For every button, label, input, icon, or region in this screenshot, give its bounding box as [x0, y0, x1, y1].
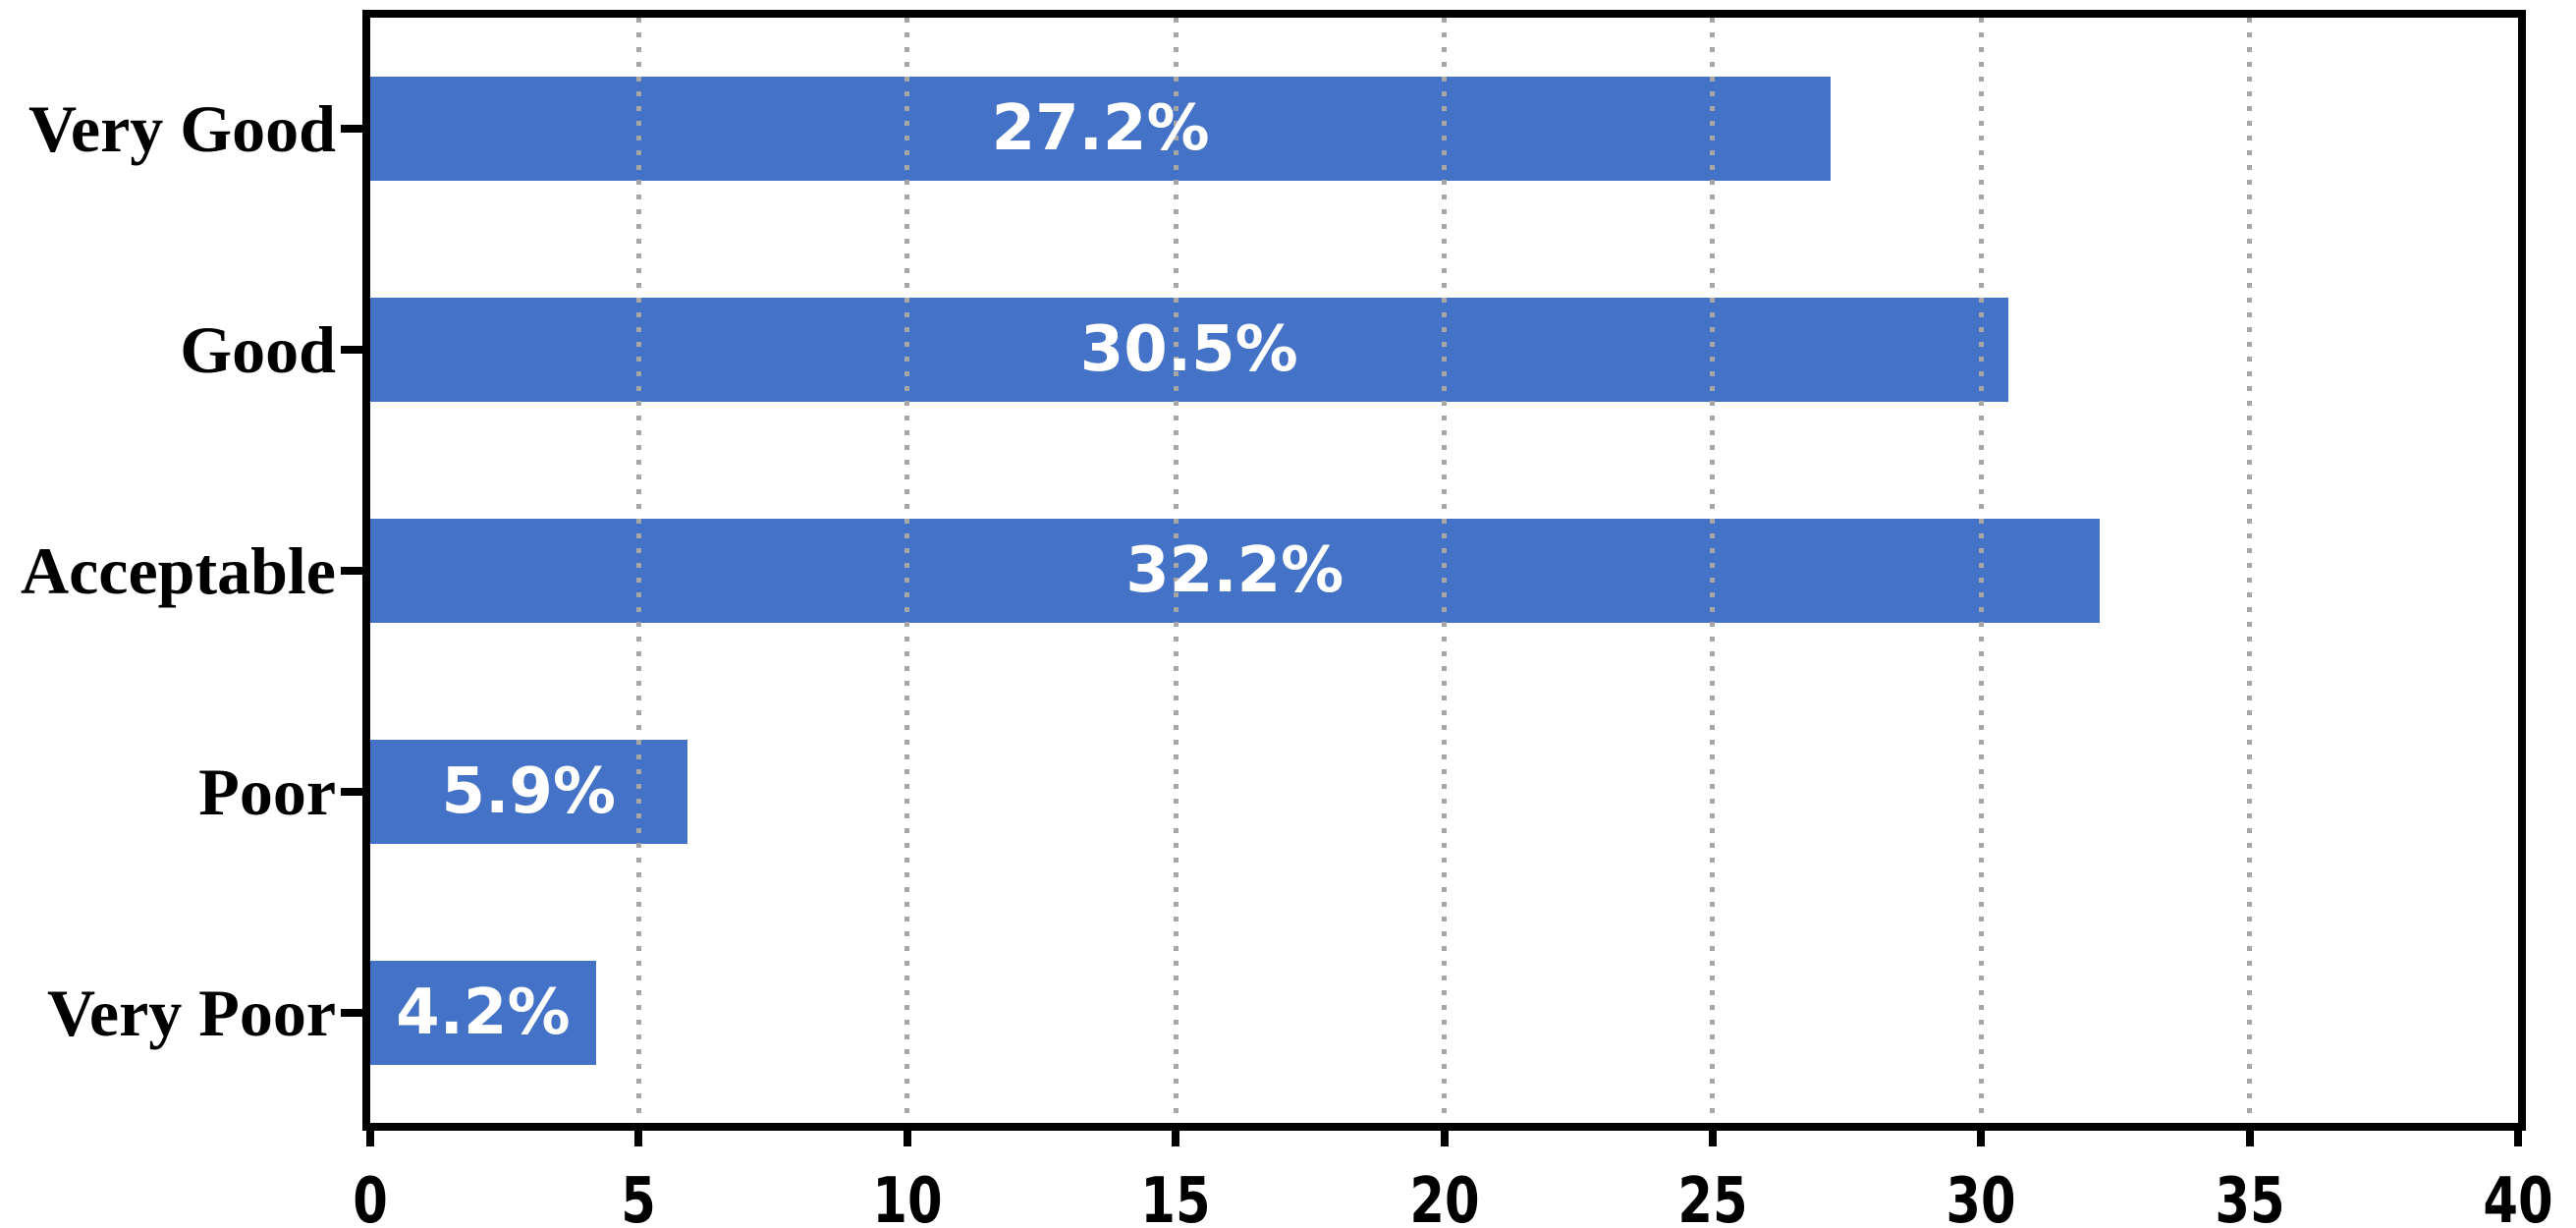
x-tick-mark-10: [903, 1131, 911, 1146]
gridline-x-15: [1173, 18, 1178, 1123]
plot-area: 27.2% 30.5% 32.2% 5.9% 4.2%: [370, 18, 2518, 1123]
category-label-very-good: Very Good: [28, 90, 336, 166]
bar-value-label-poor: 5.9%: [441, 754, 617, 828]
bar-very-poor: [370, 960, 596, 1065]
x-tick-mark-15: [1172, 1131, 1180, 1146]
x-tick-mark-0: [366, 1131, 374, 1146]
gridline-x-20: [1442, 18, 1447, 1123]
x-tick-label-40: 40: [2483, 1165, 2553, 1228]
gridline-x-30: [1978, 18, 1984, 1123]
category-label-very-poor: Very Poor: [47, 975, 336, 1050]
x-tick-mark-40: [2514, 1131, 2522, 1146]
category-label-acceptable: Acceptable: [20, 532, 336, 608]
gridline-x-10: [904, 18, 910, 1123]
x-tick-mark-5: [634, 1131, 643, 1146]
gridline-x-35: [2247, 18, 2253, 1123]
bar-value-label-very-good: 27.2%: [991, 91, 1210, 165]
x-tick-mark-30: [1977, 1131, 1986, 1146]
x-tick-mark-20: [1440, 1131, 1449, 1146]
x-tick-label-35: 35: [2215, 1165, 2285, 1228]
y-tick-mark-acceptable: [341, 566, 362, 575]
x-tick-mark-25: [1708, 1131, 1717, 1146]
x-tick-label-0: 0: [353, 1165, 388, 1228]
x-tick-label-25: 25: [1677, 1165, 1748, 1228]
category-label-good: Good: [180, 311, 336, 387]
bar-value-label-acceptable: 32.2%: [1125, 533, 1344, 607]
category-label-poor: Poor: [198, 754, 336, 829]
bar-value-label-very-poor: 4.2%: [396, 976, 571, 1049]
y-tick-mark-very-poor: [341, 1008, 362, 1017]
y-tick-mark-very-good: [341, 124, 362, 133]
y-tick-mark-poor: [341, 787, 362, 796]
x-tick-label-30: 30: [1946, 1165, 2016, 1228]
bar-acceptable: [370, 518, 2100, 623]
bar-good: [370, 297, 2008, 402]
plot-frame: [362, 10, 2526, 1131]
x-tick-mark-35: [2245, 1131, 2254, 1146]
bar-very-good: [370, 76, 1832, 181]
x-tick-label-15: 15: [1140, 1165, 1211, 1228]
gridline-x-5: [635, 18, 641, 1123]
x-tick-label-20: 20: [1408, 1165, 1480, 1228]
gridline-x-25: [1710, 18, 1716, 1123]
x-tick-label-10: 10: [872, 1165, 943, 1228]
y-tick-mark-good: [341, 345, 362, 354]
bar-value-label-good: 30.5%: [1079, 312, 1298, 386]
bar-poor: [370, 739, 687, 844]
x-tick-label-5: 5: [621, 1165, 657, 1228]
